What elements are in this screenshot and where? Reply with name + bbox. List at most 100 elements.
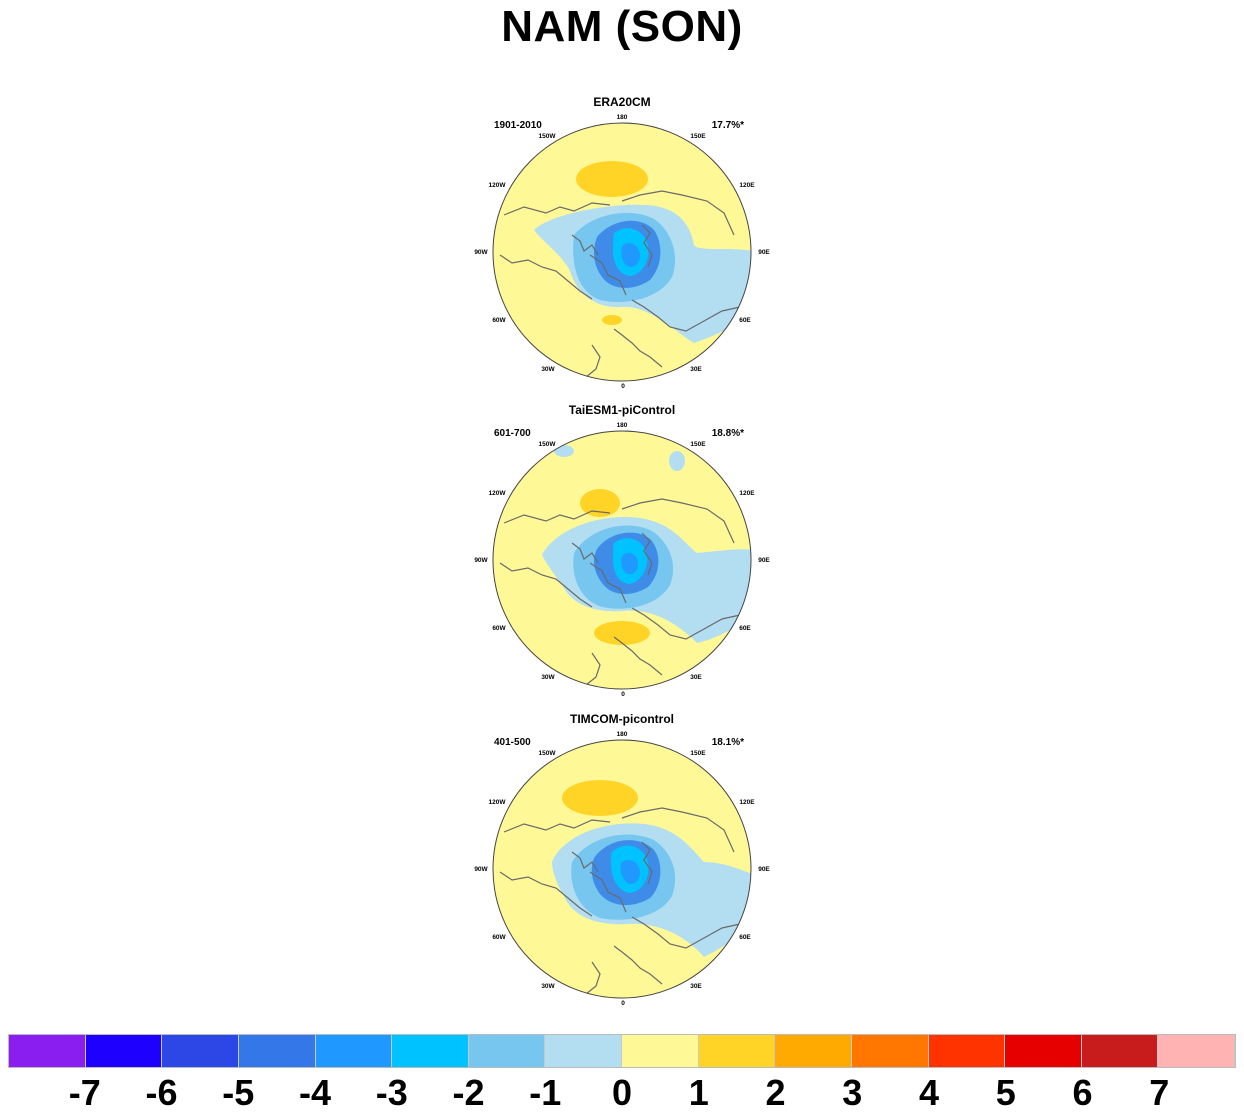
panel-period: 401-500 bbox=[494, 737, 531, 748]
lon-label: 120W bbox=[489, 182, 507, 189]
colorbar-labels: -7 -6 -5 -4 -3 -2 -1 0 1 2 3 4 5 6 7 bbox=[0, 1072, 1244, 1116]
map-border bbox=[492, 122, 752, 382]
colorbar-swatch bbox=[392, 1035, 469, 1067]
colorbar-tick-label: -2 bbox=[452, 1072, 485, 1113]
lon-label: 90E bbox=[758, 866, 770, 873]
coastlines bbox=[499, 190, 741, 378]
panel-explained-variance: 17.7%* bbox=[711, 120, 744, 131]
lon-label: 150W bbox=[539, 133, 557, 140]
colorbar-tick-label: 3 bbox=[842, 1072, 863, 1113]
anomaly-plus1 bbox=[602, 315, 622, 325]
lon-label: 0 bbox=[621, 691, 625, 698]
lon-label: 30W bbox=[541, 983, 555, 990]
lon-label: 120W bbox=[489, 799, 507, 806]
colorbar-tick-label: -4 bbox=[298, 1072, 332, 1113]
figure-title: NAM (SON) bbox=[501, 2, 743, 51]
lon-label: 90W bbox=[474, 557, 488, 564]
lon-label: 60E bbox=[739, 934, 751, 941]
anomaly-minus1 bbox=[669, 451, 685, 471]
colorbar-swatch bbox=[545, 1035, 622, 1067]
colorbar-swatch bbox=[162, 1035, 239, 1067]
anomaly-minus5 bbox=[621, 553, 638, 575]
coastlines bbox=[499, 807, 741, 995]
lon-label: 60W bbox=[492, 625, 506, 632]
colorbar-tick-label: -7 bbox=[68, 1072, 101, 1113]
coastlines bbox=[499, 498, 741, 686]
lon-label: 0 bbox=[621, 1000, 625, 1007]
lon-label: 90E bbox=[758, 249, 770, 256]
lon-label: 0 bbox=[621, 383, 625, 390]
anomaly-plus1 bbox=[580, 489, 620, 517]
colorbar bbox=[8, 1034, 1236, 1068]
colorbar-swatch bbox=[468, 1035, 546, 1067]
lon-label: 90E bbox=[758, 557, 770, 564]
lon-label: 150E bbox=[690, 750, 706, 757]
anomaly-plus1 bbox=[576, 161, 648, 197]
lon-label: 60W bbox=[492, 934, 506, 941]
lon-label: 120E bbox=[739, 182, 755, 189]
lon-label: 150W bbox=[539, 441, 557, 448]
map-panel-1: ERA20CM 1901-2010 17.7%* bbox=[472, 95, 772, 395]
anomaly-minus5 bbox=[621, 243, 640, 267]
map-panel-3: TIMCOM-picontrol 401-500 18.1%* bbox=[472, 712, 772, 1012]
colorbar-swatch bbox=[851, 1035, 929, 1067]
lon-label: 60W bbox=[492, 317, 506, 324]
colorbar-tick-label: 7 bbox=[1149, 1072, 1170, 1113]
colorbar-swatch bbox=[85, 1035, 163, 1067]
lon-label: 120W bbox=[489, 490, 507, 497]
colorbar-swatch bbox=[1005, 1035, 1082, 1067]
colorbar-tick-label: 0 bbox=[611, 1072, 633, 1113]
colorbar-swatch bbox=[1158, 1035, 1235, 1067]
lon-label: 120E bbox=[739, 799, 755, 806]
lon-label: 30E bbox=[690, 674, 702, 681]
lon-label: 30W bbox=[541, 674, 555, 681]
lon-label: 30W bbox=[541, 366, 555, 373]
map-panel-2: TaiESM1-piControl 601-700 18.8%* bbox=[472, 403, 772, 703]
colorbar-tick-label: 6 bbox=[1072, 1072, 1093, 1113]
polar-map: 180 150E 120E 90E 60E 30E 0 30W 60W 90W … bbox=[474, 114, 770, 390]
anomaly-minus5 bbox=[620, 860, 640, 884]
colorbar-tick-label: -3 bbox=[375, 1072, 408, 1113]
lon-label: 90W bbox=[474, 249, 488, 256]
colorbar-swatch bbox=[928, 1035, 1006, 1067]
colorbar-tick-label: -6 bbox=[145, 1072, 178, 1113]
colorbar-tick-label: -5 bbox=[222, 1072, 255, 1113]
map-border bbox=[492, 430, 752, 690]
lon-label: 30E bbox=[690, 983, 702, 990]
anomaly-plus1 bbox=[594, 621, 650, 645]
colorbar-tick-label: 1 bbox=[688, 1072, 709, 1113]
lon-label: 150W bbox=[539, 750, 557, 757]
colorbar-swatch bbox=[622, 1035, 699, 1067]
colorbar-tick-label: -1 bbox=[529, 1072, 562, 1113]
lon-label: 180 bbox=[617, 114, 628, 121]
polar-map: 180 150E 120E 90E 60E 30E 0 30W 60W 90W … bbox=[474, 422, 770, 698]
panel-explained-variance: 18.8%* bbox=[711, 428, 744, 439]
colorbar-swatch bbox=[698, 1035, 776, 1067]
panel-period: 1901-2010 bbox=[494, 120, 542, 131]
panel-title: TIMCOM-picontrol bbox=[570, 712, 674, 726]
panel-period: 601-700 bbox=[494, 428, 531, 439]
colorbar-tick-label: 5 bbox=[995, 1072, 1016, 1113]
panel-title: ERA20CM bbox=[593, 95, 651, 109]
panel-title: TaiESM1-piControl bbox=[568, 403, 676, 417]
colorbar-swatch bbox=[775, 1035, 852, 1067]
anomaly-minus1 bbox=[554, 445, 574, 457]
colorbar-tick-label: 2 bbox=[765, 1072, 786, 1113]
colorbar-swatch bbox=[1081, 1035, 1159, 1067]
lon-label: 180 bbox=[617, 422, 628, 429]
colorbar-swatch bbox=[9, 1035, 86, 1067]
colorbar-swatch bbox=[315, 1035, 393, 1067]
lon-label: 30E bbox=[690, 366, 702, 373]
lon-label: 150E bbox=[690, 133, 706, 140]
lon-label: 180 bbox=[617, 731, 628, 738]
colorbar-tick-label: 4 bbox=[918, 1072, 940, 1113]
map-border bbox=[492, 739, 752, 999]
anomaly-plus1 bbox=[562, 780, 638, 816]
polar-map: 180 150E 120E 90E 60E 30E 0 30W 60W 90W … bbox=[474, 731, 770, 1007]
lon-label: 60E bbox=[739, 625, 751, 632]
lon-label: 150E bbox=[690, 441, 706, 448]
colorbar-swatch bbox=[238, 1035, 316, 1067]
lon-label: 60E bbox=[739, 317, 751, 324]
panel-explained-variance: 18.1%* bbox=[711, 737, 744, 748]
lon-label: 90W bbox=[474, 866, 488, 873]
